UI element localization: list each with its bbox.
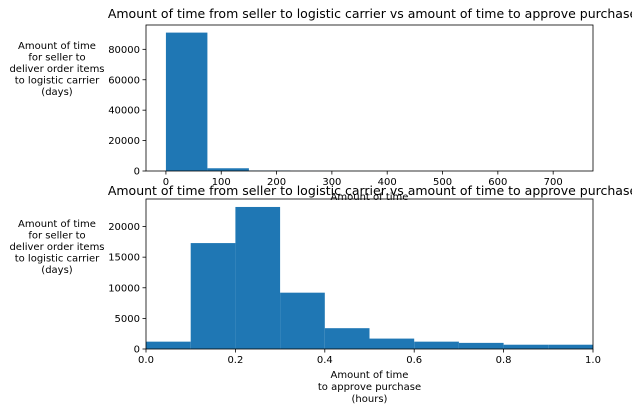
y-tick-label: 15000 bbox=[108, 253, 140, 264]
y-axis-label-line: to logistic carrier bbox=[15, 254, 100, 265]
histogram-bar bbox=[190, 243, 236, 349]
y-axis-label-line: Amount of time bbox=[18, 219, 96, 230]
y-tick-label: 5000 bbox=[115, 314, 140, 325]
histogram-bar bbox=[165, 32, 208, 171]
y-axis-label-line: (days) bbox=[41, 265, 73, 276]
x-axis-label-line: (hours) bbox=[352, 394, 388, 405]
histogram-bar bbox=[207, 168, 249, 171]
y-axis-label-line: for seller to bbox=[28, 53, 85, 64]
histogram-bar bbox=[280, 292, 325, 349]
x-tick-label: 0.2 bbox=[227, 355, 243, 366]
x-tick-label: 0.4 bbox=[317, 355, 333, 366]
y-tick-label: 0 bbox=[134, 345, 140, 356]
histogram-bar bbox=[458, 342, 504, 349]
histogram-bar bbox=[324, 328, 370, 349]
plot-frame bbox=[145, 198, 594, 350]
y-axis-label-line: deliver order items bbox=[9, 242, 104, 253]
y-axis-label-line: for seller to bbox=[28, 231, 85, 242]
y-axis-label-line: Amount of time bbox=[18, 41, 96, 52]
x-tick-label: 0.8 bbox=[496, 355, 512, 366]
y-tick-label: 10000 bbox=[108, 283, 140, 294]
plot-frame bbox=[145, 24, 594, 172]
x-tick-label: 700 bbox=[544, 177, 563, 188]
y-tick-label: 60000 bbox=[108, 75, 140, 86]
x-tick-label: 0 bbox=[163, 177, 169, 188]
y-tick-label: 40000 bbox=[108, 106, 140, 117]
histogram-bar bbox=[369, 338, 415, 349]
x-tick-label: 100 bbox=[212, 177, 231, 188]
x-tick-label: 400 bbox=[378, 177, 397, 188]
histogram-bar bbox=[503, 344, 549, 349]
y-axis-label-line: (days) bbox=[41, 87, 73, 98]
histogram-bar bbox=[235, 206, 281, 349]
x-tick-label: 1.0 bbox=[585, 355, 601, 366]
histogram-bar bbox=[414, 341, 459, 349]
x-tick-label: 500 bbox=[433, 177, 452, 188]
x-axis-label: Amount of time bbox=[331, 192, 409, 203]
histogram-bar bbox=[146, 341, 191, 349]
y-axis-label-line: deliver order items bbox=[9, 64, 104, 75]
bottom-histogram: 0.0 0.2 0.4 0.6 0.8 1.0 0 5000 10000 15000 20000 Am… bbox=[9, 183, 632, 405]
y-tick-label: 20000 bbox=[108, 222, 140, 233]
y-tick-label: 20000 bbox=[108, 136, 140, 147]
x-axis-label-line: to approve purchase bbox=[318, 382, 421, 393]
chart-title: Amount of time from seller to logistic c… bbox=[108, 6, 632, 21]
x-tick-label: 200 bbox=[267, 177, 286, 188]
histogram-bar bbox=[548, 344, 593, 349]
top-histogram: 0 100 200 300 400 500 600 700 0 20000 40000 60000 80… bbox=[9, 6, 632, 203]
chart-title: Amount of time from seller to logistic c… bbox=[108, 183, 632, 198]
x-axis-label-line: Amount of time bbox=[331, 370, 409, 381]
y-tick-label: 0 bbox=[134, 167, 140, 178]
x-tick-label: 0.0 bbox=[138, 355, 154, 366]
x-tick-label: 600 bbox=[488, 177, 507, 188]
y-axis-label-line: to logistic carrier bbox=[15, 76, 100, 87]
x-tick-label: 300 bbox=[322, 177, 341, 188]
y-tick-label: 80000 bbox=[108, 45, 140, 56]
x-tick-label: 0.6 bbox=[406, 355, 422, 366]
